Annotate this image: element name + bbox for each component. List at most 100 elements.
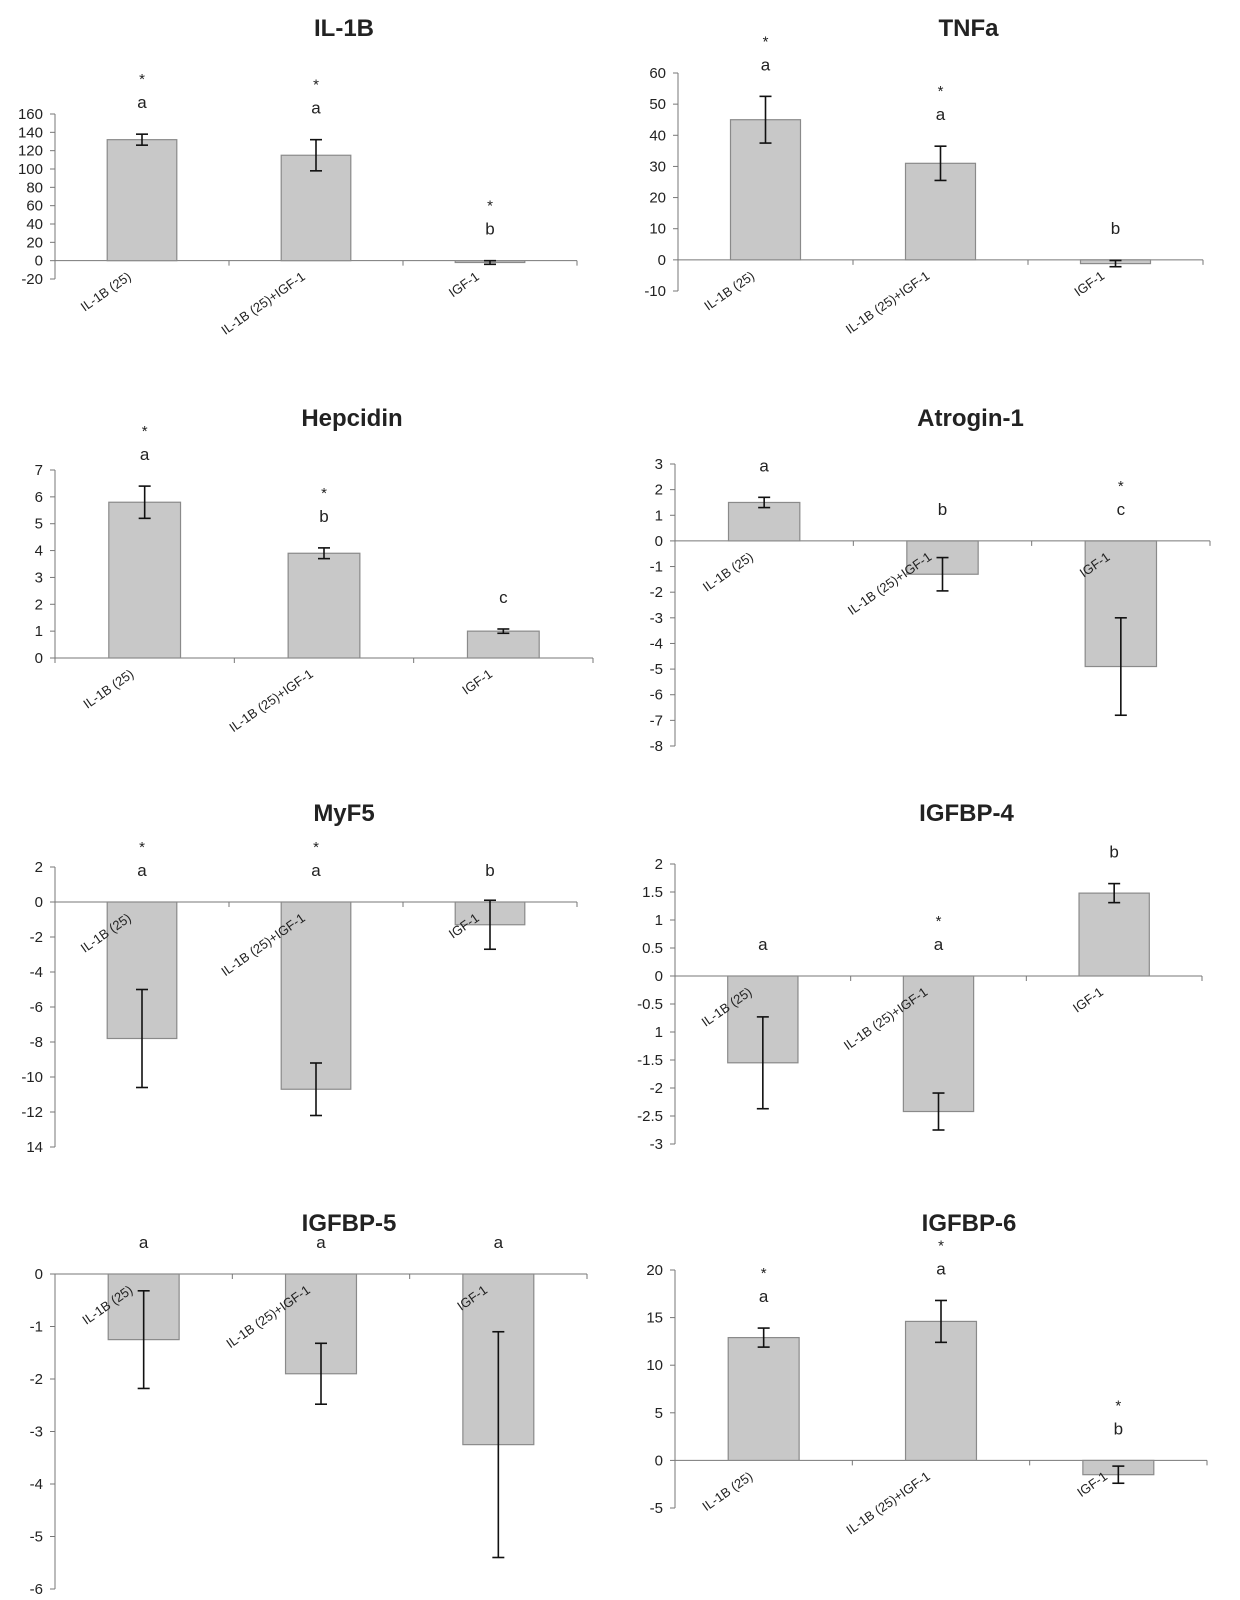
chart-title: IL-1B <box>314 15 374 42</box>
y-tick-label: 1.5 <box>642 884 663 901</box>
error-bar <box>310 138 322 172</box>
chart-title: MyF5 <box>313 800 374 827</box>
significance-star: * <box>487 198 493 215</box>
y-tick-label: 4 <box>35 543 43 560</box>
y-tick-label: 0 <box>35 894 43 911</box>
x-category-label: IL-1B (25) <box>699 1469 755 1514</box>
significance-letter: a <box>311 99 321 118</box>
significance-letter: b <box>1114 1419 1123 1438</box>
y-tick-label: 7 <box>35 462 43 479</box>
y-tick-label: 0 <box>655 968 663 985</box>
error-bar <box>1112 1465 1125 1485</box>
significance-star: * <box>761 1265 767 1282</box>
bar-il1b-2 <box>280 154 352 262</box>
x-category-label: IGF-1 <box>1071 268 1107 299</box>
y-tick-label: 15 <box>646 1310 663 1327</box>
chart-igfbp5: IGFBP-5 -6 -5 -4 -3 -2 -1 0 a IL-1B (25) a IL-1B (2… <box>0 1195 600 1600</box>
y-tick-label: -1.5 <box>637 1052 663 1069</box>
significance-letter: a <box>494 1233 504 1252</box>
y-tick-label: 140 <box>18 124 43 141</box>
significance-letter: c <box>499 588 508 607</box>
significance-star: * <box>938 83 944 100</box>
significance-letter: b <box>485 220 494 239</box>
x-category-label: IL-1B (25) <box>701 268 757 313</box>
y-tick-label: 10 <box>649 221 666 238</box>
significance-letter: a <box>761 55 771 74</box>
significance-star: * <box>936 913 942 930</box>
chart-title: TNFa <box>939 15 1000 42</box>
y-tick-label: 3 <box>655 456 663 473</box>
y-tick-label: 0 <box>655 1452 663 1469</box>
error-bar <box>1114 617 1127 717</box>
y-tick-label: -6 <box>30 999 43 1016</box>
y-tick-label: 2 <box>35 596 43 613</box>
bar-il1b-1 <box>106 139 178 262</box>
significance-star: * <box>938 1237 944 1254</box>
error-bar <box>759 95 772 144</box>
chart-tnfa-svg: TNFa -10 0 10 20 30 40 50 60 a * IL-1B (25) a * IL-1B … <box>644 15 1204 337</box>
y-tick-label: 10 <box>646 1357 663 1374</box>
x-category-label: IGF-1 <box>1070 984 1106 1015</box>
error-bar <box>497 628 510 635</box>
y-tick-label: 6 <box>35 489 43 506</box>
significance-letter: a <box>140 445 150 464</box>
error-bar <box>936 556 949 592</box>
y-tick-label: -8 <box>650 738 663 755</box>
bar-hepcidin-2 <box>287 552 361 659</box>
x-category-label: IL-1B (25)+IGF-1 <box>218 269 307 338</box>
y-tick-label: -4 <box>30 964 43 981</box>
significance-letter: a <box>139 1233 149 1252</box>
y-tick-label: -2 <box>30 1371 43 1388</box>
chart-title: IGFBP-4 <box>919 800 1014 827</box>
chart-title: IGFBP-5 <box>302 1210 397 1237</box>
x-category-label: IGF-1 <box>459 666 495 697</box>
significance-letter: a <box>759 456 769 475</box>
significance-letter: a <box>316 1233 326 1252</box>
significance-letter: a <box>311 861 321 880</box>
y-tick-label: -10 <box>21 1069 43 1086</box>
significance-star: * <box>313 839 319 856</box>
y-tick-label: -5 <box>30 1529 43 1546</box>
y-tick-label: 60 <box>26 198 43 215</box>
y-tick-label: 1 <box>655 1024 663 1041</box>
y-tick-label: 100 <box>18 161 43 178</box>
significance-letter: a <box>759 1287 769 1306</box>
significance-letter: b <box>938 500 947 519</box>
chart-atrogin1: Atrogin-1 -8 -7 -6 -5 -4 -3 -2 -1 0 1 2 3 a IL-1B (25)… <box>620 390 1220 790</box>
y-tick-label: -20 <box>21 271 43 288</box>
y-tick-label: 0 <box>35 253 43 270</box>
x-category-label: IL-1B (25)+IGF-1 <box>845 549 934 618</box>
chart-igfbp6-svg: IGFBP-6 -5 0 5 10 15 20 a * IL-1B (25) a * IL-1B (25… <box>646 1210 1208 1537</box>
bar-igfbp4-2 <box>902 975 975 1113</box>
bar-igfbp4-3 <box>1078 892 1150 977</box>
y-tick-label: -4 <box>650 635 663 652</box>
significance-letter: a <box>137 93 147 112</box>
significance-star: * <box>139 71 145 88</box>
y-tick-label: -7 <box>650 712 663 729</box>
y-tick-label: -2.5 <box>637 1108 663 1125</box>
y-tick-label: -3 <box>30 1424 43 1441</box>
y-tick-label: 0 <box>35 650 43 667</box>
y-tick-label: 0 <box>658 252 666 269</box>
significance-letter: a <box>758 935 768 954</box>
significance-letter: a <box>934 935 944 954</box>
y-tick-label: 3 <box>35 569 43 586</box>
significance-star: * <box>321 485 327 502</box>
error-bar <box>310 1062 322 1117</box>
chart-hepcidin-svg: Hepcidin 0 1 2 3 4 5 6 7 a * IL-1B (25) b * IL-1B (25)… <box>35 405 594 735</box>
y-tick-label: 1 <box>35 623 43 640</box>
error-bar <box>484 899 496 951</box>
y-tick-label: 0 <box>35 1266 43 1283</box>
error-bar <box>137 1290 150 1390</box>
error-bar <box>484 259 496 266</box>
error-bar <box>758 496 771 509</box>
bar-igfbp6-2 <box>904 1320 978 1462</box>
y-tick-label: 40 <box>649 127 666 144</box>
chart-igfbp4: IGFBP-4 -3 -2.5 -2 -1.5 1 -0.5 0 0.5 1 1.5 2 a IL-1B … <box>620 785 1220 1195</box>
bar-hepcidin-1 <box>108 501 182 659</box>
significance-star: * <box>1115 1397 1121 1414</box>
significance-star: * <box>313 77 319 94</box>
